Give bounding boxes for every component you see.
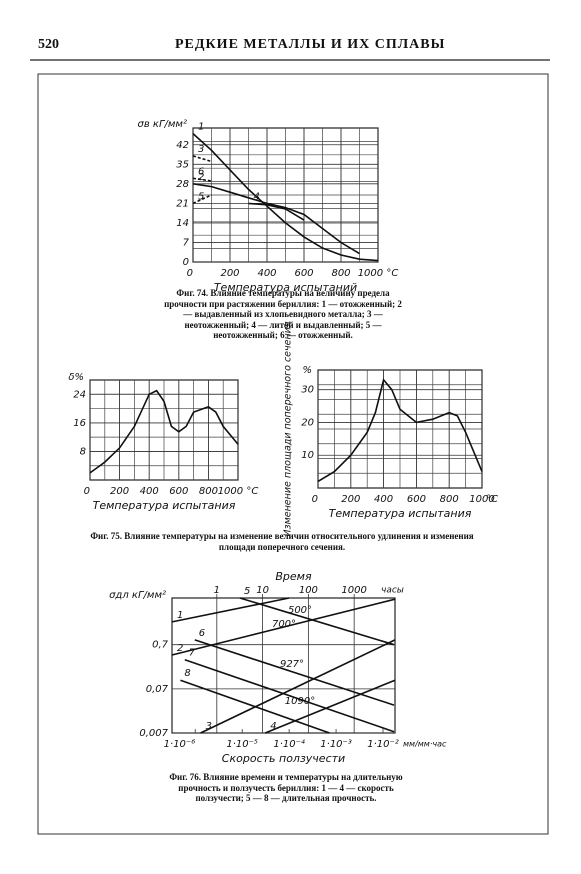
annotation: 1090° [285,696,315,707]
y-tick-label: 10 [301,450,314,461]
data-line [89,389,239,474]
x-tick-label: 1000 °C [358,268,399,279]
x-tick-label: 1·10⁻³ [320,739,352,750]
data-line [194,639,395,706]
y-tick-label: 20 [301,417,314,428]
caption: Фиг. 76. Влияние времени и температуры н… [169,772,403,803]
curve-label: 6 [199,628,205,639]
x-tick-label: 1000 [469,494,494,505]
data-line [317,378,483,483]
curve-label: 1 [198,122,204,133]
data-line [192,155,212,163]
page-frame [37,73,549,835]
data-line [171,597,290,623]
data-line [248,202,305,221]
data-line [192,194,212,205]
x2-tick-label: 1 [214,585,220,596]
x-tick-label: 600 [169,486,188,497]
y-tick-label: 0,7 [152,640,169,651]
annotation: 927° [280,659,304,670]
y-tick-label: 30 [301,385,314,396]
y-tick-label: 0,007 [139,728,168,739]
y-axis-label: Изменение площади поперечного сечения [283,321,294,536]
y-tick-label: 8 [80,446,86,457]
curve-label: 5 [244,586,250,597]
y-tick-label: 14 [176,218,189,229]
y-axis-label: σдл кГ/мм² [109,590,166,601]
curve-label: 2 [198,172,204,183]
x-tick-label: 800 [199,486,218,497]
data-line [180,679,330,734]
y-axis-label: σв кГ/мм² [138,119,188,130]
annotation: 700° [272,619,296,630]
curve-label: 3 [198,144,204,155]
x-tick-label: 200 [110,486,129,497]
x-tick-label: 1·10⁻² [367,739,399,750]
x2-tick-label: 1000 [341,585,366,596]
y-tick-label: 0,07 [146,684,169,695]
data-line [192,183,360,255]
x-tick-label: 400 [257,268,276,279]
y-unit: % [302,365,312,376]
caption: Фиг. 75. Влияние температуры на изменени… [90,531,474,552]
y-tick-label: 28 [176,179,189,190]
curve-label: 6 [198,166,204,177]
data-line [264,679,396,734]
data-line [192,133,379,262]
x-tick-label: 1·10⁻⁶ [164,739,196,750]
x-axis-label: Температура испытаний [214,281,357,294]
y-tick-label: 24 [73,389,86,400]
y-tick-label: 21 [176,198,189,209]
x-axis-label: Скорость ползучести [222,752,345,765]
data-line [239,597,395,646]
y-tick-label: 35 [176,159,189,170]
x-axis-label: Температура испытания [329,507,472,520]
data-line [200,639,396,734]
x-tick-label: 1·10⁻⁴ [273,738,305,750]
x-tick-label: 400 [140,486,159,497]
y-axis-label: δ% [68,372,84,383]
curve-label: 4 [270,721,276,732]
x2-axis-label: Время [275,570,312,583]
x-unit: мм/мм·час [403,740,447,749]
x-tick-label: 1000 °C [218,486,259,497]
curve-label: 7 [189,648,196,659]
curve-label: 5 [198,191,204,202]
curve-label: 8 [184,668,190,679]
curve-label: 4 [254,191,260,202]
annotation: 500° [288,605,312,616]
y-tick-label: 0 [183,257,189,268]
x-tick-label: 200 [220,268,239,279]
x-axis-label: Температура испытания [93,499,236,512]
curve-label: 2 [177,643,183,654]
caption: Фиг. 74. Влияние температуры на величину… [164,288,402,340]
page-number: 520 [38,37,59,52]
x2-tick-label: 10 [256,585,269,596]
x-tick-label: 800 [331,268,350,279]
y-tick-label: 42 [176,140,189,151]
data-line [192,177,212,182]
curve-label: 3 [206,721,212,732]
curve-label: 1 [177,610,183,621]
running-title: РЕДКИЕ МЕТАЛЛЫ И ИХ СПЛАВЫ [175,37,446,52]
data-line [184,658,395,733]
y-tick-label: 16 [73,418,86,429]
x-tick-label: 800 [440,494,459,505]
x-tick-label: 600 [294,268,313,279]
y-tick-label: 7 [183,237,190,248]
x2-tick-label: 100 [299,585,318,596]
x-tick-label: 400 [374,494,393,505]
x-tick-label: 1·10⁻⁵ [226,739,258,750]
data-line [171,598,396,656]
x2-unit: часы [381,586,404,596]
x-tick-label: 0 [312,494,318,505]
x-tick-label: 200 [341,494,360,505]
x-tick-label: 0 [187,268,193,279]
x-tick-label: 600 [407,494,426,505]
x-tick-label: 0 [84,486,90,497]
x-unit: °C [486,494,498,505]
